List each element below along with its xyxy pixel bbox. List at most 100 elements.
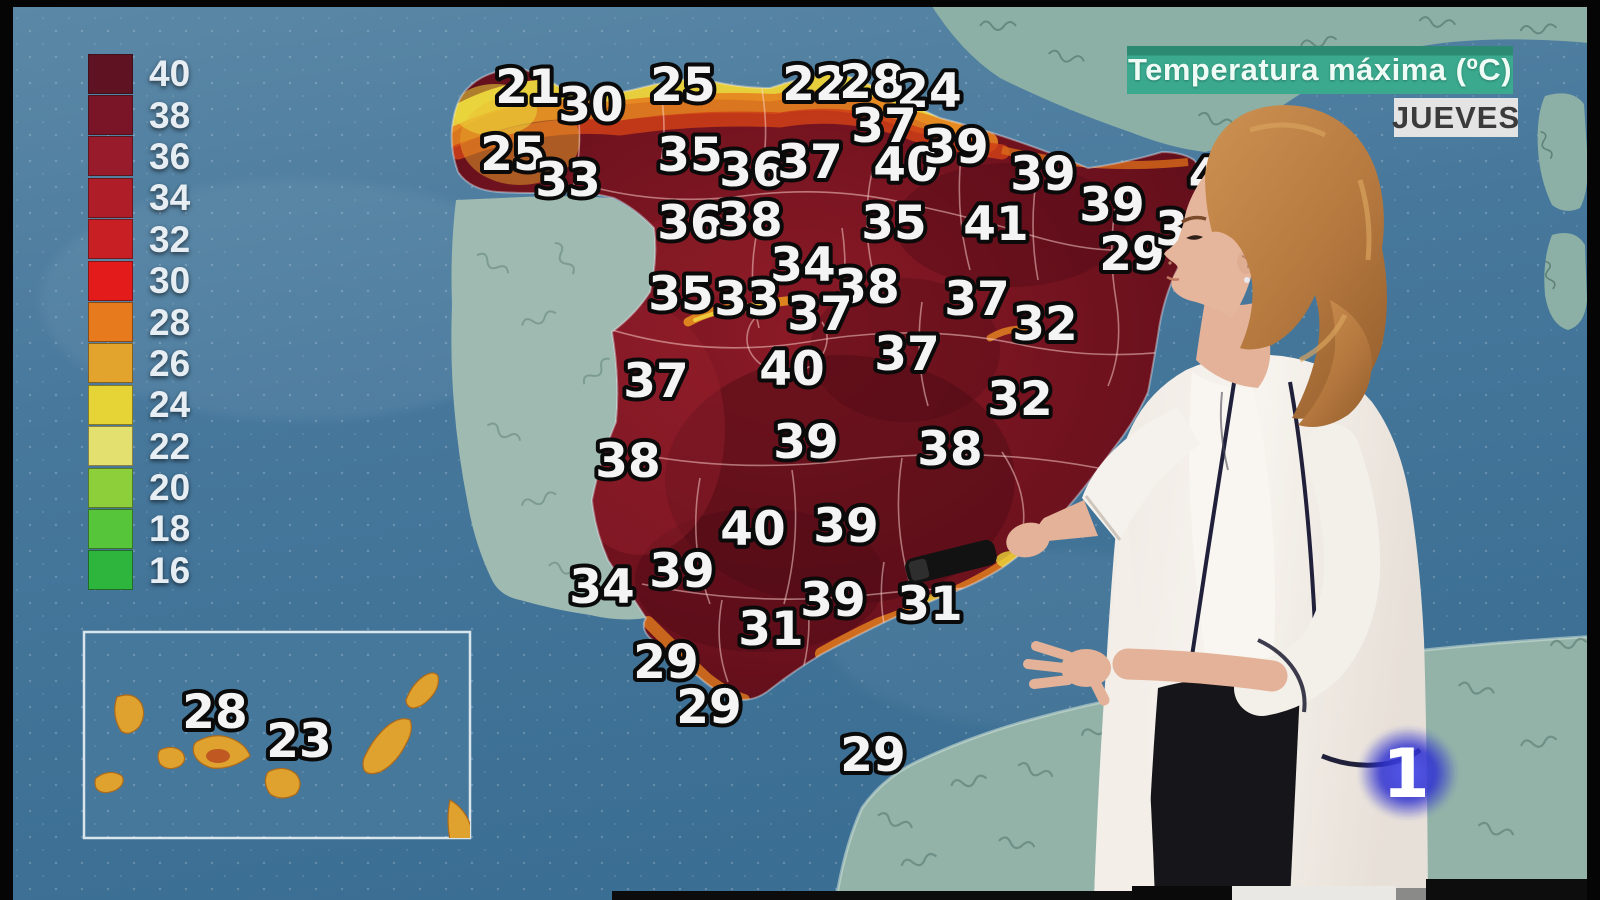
presenter-clicker (905, 539, 997, 584)
presenter-skirt (1146, 677, 1300, 900)
canary-islands (94, 672, 470, 838)
legend-swatch (88, 95, 133, 136)
legend-swatch (88, 384, 133, 425)
legend-row: 30 (88, 260, 190, 301)
temp-label: 39 (1010, 147, 1075, 202)
legend-swatch (88, 426, 133, 467)
legend-label: 24 (149, 384, 191, 426)
frame-bar (0, 0, 13, 900)
ticker-fragment (612, 891, 1132, 900)
frame-bar (1587, 0, 1600, 900)
ticker-fragment (1132, 886, 1232, 900)
legend-swatch (88, 260, 133, 301)
day-badge: JUEVES (1391, 98, 1521, 137)
temp-label: 39 (813, 499, 878, 554)
temp-label: 22 (782, 57, 847, 112)
legend-row: 24 (88, 384, 190, 425)
legend-row: 18 (88, 508, 190, 549)
legend-swatch (88, 343, 133, 384)
legend-swatch (88, 467, 133, 508)
temp-label: 37 (851, 99, 916, 154)
legend-label: 18 (149, 508, 191, 550)
canary-inset (82, 630, 472, 840)
temp-label: 37 (777, 135, 842, 190)
temp-label: 38 (834, 260, 899, 315)
legend-label: 34 (149, 177, 191, 219)
la1-logo-numeral: 1 (1382, 735, 1429, 814)
temp-label: 31 (897, 577, 962, 632)
ticker-fragment (1426, 879, 1587, 900)
temp-label: 34 (770, 238, 835, 293)
temp-label: 36 (719, 143, 784, 198)
temp-label: 37 (623, 354, 688, 409)
temp-label: 24 (896, 64, 961, 119)
corsica-island (1536, 93, 1588, 330)
temp-label: 37 (787, 287, 852, 342)
ticker-fragment (1232, 886, 1396, 900)
legend-row: 36 (88, 136, 190, 177)
temp-label: 29 (633, 635, 698, 690)
legend-label: 20 (149, 467, 191, 509)
temp-label: 25 (650, 58, 715, 113)
temp-label: 33 (535, 153, 600, 208)
legend-swatch (88, 219, 133, 260)
la1-logo: 1 (1358, 726, 1458, 820)
temp-label: 25 (480, 127, 545, 182)
temp-label: 35 (648, 267, 713, 322)
legend-swatch (88, 53, 133, 94)
temp-label: 39 (800, 573, 865, 628)
presenter (905, 105, 1428, 900)
frame-bar (0, 0, 1600, 7)
legend-row: 28 (88, 301, 190, 343)
legend-label: 26 (149, 342, 191, 384)
earring (1244, 277, 1250, 283)
temp-label-canary: 28 (182, 685, 247, 740)
legend-label: 22 (149, 425, 191, 467)
legend-row: 34 (88, 177, 190, 218)
legend-swatch (88, 550, 133, 591)
temp-label: 39 (1079, 178, 1144, 233)
legend-swatch (88, 177, 133, 218)
temp-label: 29 (1099, 227, 1164, 282)
legend-row: 32 (88, 219, 190, 260)
legend-label: 38 (149, 94, 191, 136)
temp-label: 38 (595, 434, 660, 489)
legend-swatch (88, 508, 133, 549)
temp-label: 33 (714, 272, 779, 327)
temp-label: 35 (861, 196, 926, 251)
temp-label: 30 (558, 78, 623, 133)
temp-label-canary: 23 (266, 714, 331, 769)
temp-label: 32 (1012, 297, 1077, 352)
temp-label: 21 (495, 60, 560, 115)
temp-label: 37 (874, 327, 939, 382)
temp-label: 35 (657, 128, 722, 183)
legend-label: 36 (149, 135, 191, 177)
portugal-landmass (451, 196, 656, 620)
temp-label: 31 (738, 602, 803, 657)
temperature-legend: 40 38 36 34 32 30 28 26 24 22 20 18 16 (88, 53, 190, 591)
temp-label: 32 (987, 372, 1052, 427)
temp-label: 29 (676, 680, 741, 735)
temp-label: 39 (923, 120, 988, 175)
temp-label: 40 (720, 502, 785, 557)
temp-label: 39 (649, 544, 714, 599)
legend-row: 22 (88, 426, 190, 467)
legend-label: 16 (149, 549, 191, 591)
ticker-fragment (1396, 888, 1426, 900)
temp-label: 40 (759, 342, 824, 397)
title-banner: Temperatura máxima (ºC) (1127, 46, 1513, 94)
temp-label: 28 (839, 55, 904, 110)
temp-label: 29 (840, 728, 905, 783)
legend-row: 20 (88, 467, 190, 508)
temp-label: 36 (657, 196, 722, 251)
legend-label: 40 (149, 53, 191, 95)
temp-label: 39 (773, 415, 838, 470)
day-label: JUEVES (1391, 99, 1521, 135)
legend-row: 16 (88, 550, 190, 591)
temp-label: 38 (917, 422, 982, 477)
presenter-hand (1023, 641, 1110, 706)
legend-label: 32 (149, 218, 191, 260)
